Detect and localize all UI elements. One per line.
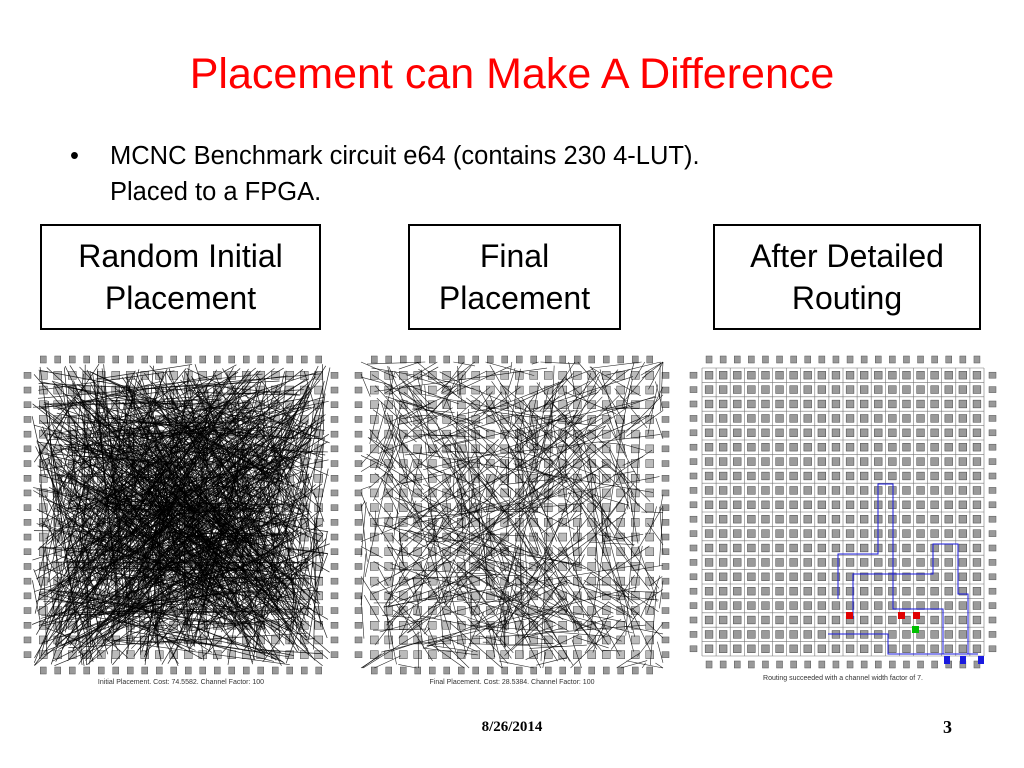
footer-date: 8/26/2014: [481, 719, 543, 735]
final-placement-caption: Final Placement. Cost: 28.5384. Channel …: [429, 679, 595, 686]
final-label-line-2: Placement: [438, 280, 591, 316]
routing-caption: Routing succeeded with a channel width f…: [763, 675, 923, 682]
page-number: 3: [943, 717, 952, 737]
random-placement-image: [22, 354, 340, 676]
random-placement-label-box: Random Initial Placement: [40, 224, 321, 330]
routing-label-box: After Detailed Routing: [713, 224, 981, 330]
final-label-line-1: Final: [479, 238, 550, 274]
final-placement-image: [353, 354, 671, 676]
bullet-line-2: Placed to a FPGA.: [110, 178, 322, 206]
routing-label-line-1: After Detailed: [750, 238, 944, 274]
random-label-line-2: Placement: [104, 280, 257, 316]
bullet-line-1: MCNC Benchmark circuit e64 (contains 230…: [110, 142, 700, 170]
slide-title: Placement can Make A Difference: [189, 50, 835, 98]
final-placement-label-box: Final Placement: [408, 224, 621, 330]
initial-placement-caption: Initial Placement. Cost: 74.5582. Channe…: [97, 679, 265, 686]
random-label-line-1: Random Initial: [78, 238, 283, 274]
routing-label-line-2: Routing: [791, 280, 903, 316]
routing-image: [688, 354, 998, 670]
bullet-marker: •: [70, 142, 79, 170]
